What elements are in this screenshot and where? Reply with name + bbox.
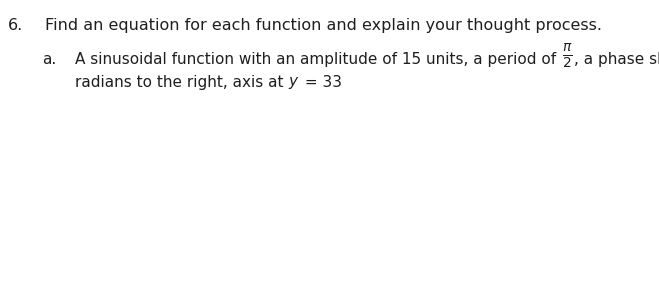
- Text: 6.: 6.: [8, 18, 23, 33]
- Text: Find an equation for each function and explain your thought process.: Find an equation for each function and e…: [45, 18, 602, 33]
- Text: a.: a.: [42, 52, 56, 67]
- Text: = 33: = 33: [300, 75, 342, 90]
- Text: , a phase shift of: , a phase shift of: [574, 52, 659, 67]
- Text: A sinusoidal function with an amplitude of 15 units, a period of: A sinusoidal function with an amplitude …: [75, 52, 561, 67]
- Text: $y$: $y$: [289, 75, 300, 91]
- Text: $\frac{\pi}{2}$: $\frac{\pi}{2}$: [562, 43, 573, 71]
- Text: radians to the right, axis at: radians to the right, axis at: [75, 75, 289, 90]
